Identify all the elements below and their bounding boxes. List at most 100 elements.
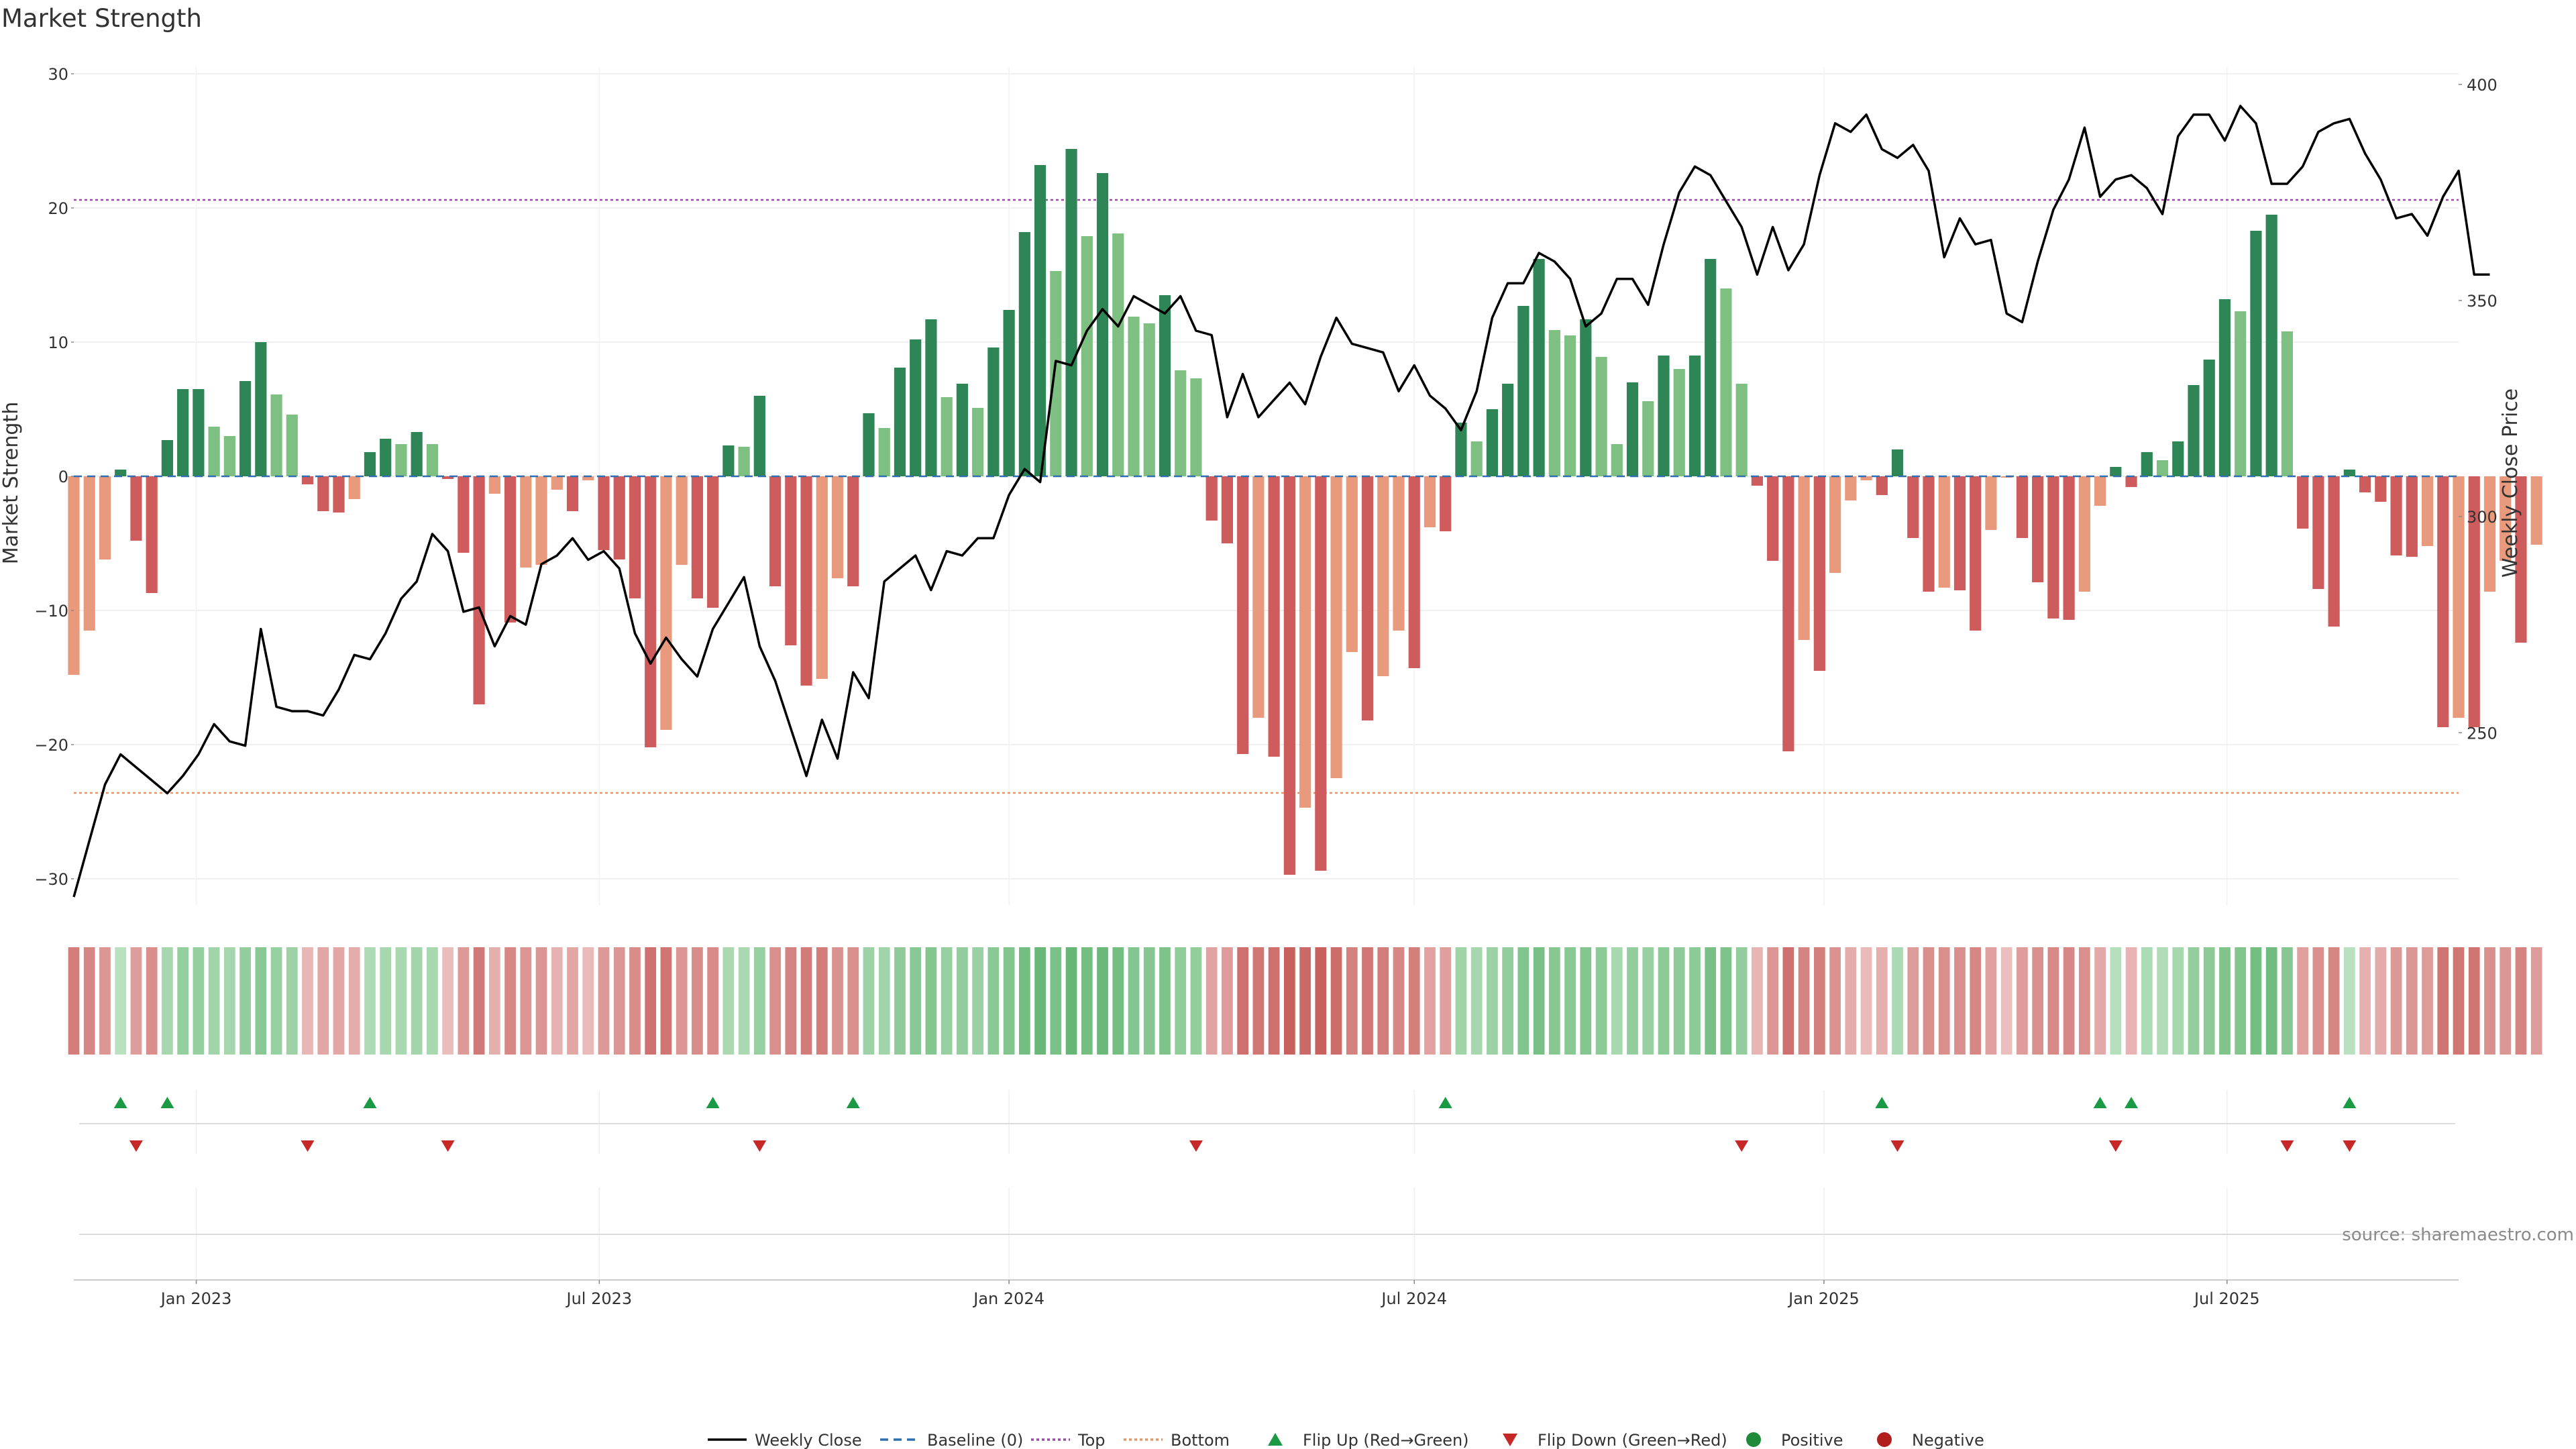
gridlines [74, 67, 2459, 906]
heat-cell [317, 947, 329, 1055]
strength-bar [1268, 476, 1280, 757]
strength-bar [894, 368, 906, 476]
heat-cell [1003, 947, 1015, 1055]
x-tick-label: Jan 2025 [1787, 1289, 1860, 1308]
legend-item: Baseline (0) [880, 1431, 1023, 1449]
heat-cell [1159, 947, 1171, 1055]
flip-down-marker [2343, 1140, 2357, 1152]
heat-cell [115, 947, 127, 1055]
strength-bar [645, 476, 657, 747]
heat-cell [1907, 947, 1919, 1055]
flip-down-marker [753, 1140, 767, 1152]
strength-bar [613, 476, 625, 559]
legend-item: Flip Up (Red→Green) [1268, 1431, 1469, 1449]
heat-cell [1767, 947, 1779, 1055]
strength-bar [2172, 441, 2184, 476]
strength-bar [941, 397, 953, 476]
strength-bar [2063, 476, 2075, 620]
heat-cell [2328, 947, 2340, 1055]
heat-cell [1222, 947, 1233, 1055]
strength-bar [2250, 231, 2262, 476]
legend-item: Negative [1877, 1431, 1984, 1449]
strength-bar [878, 428, 890, 476]
heat-cell [567, 947, 578, 1055]
heat-cell [1299, 947, 1311, 1055]
heat-cell [364, 947, 376, 1055]
strength-bar [1860, 476, 1872, 480]
heat-cell [1627, 947, 1638, 1055]
strength-bar [551, 476, 563, 490]
heat-cell [1673, 947, 1685, 1055]
heat-cell [847, 947, 859, 1055]
heat-cell [1205, 947, 1218, 1055]
heat-cell [488, 947, 500, 1055]
strength-bar [1533, 259, 1545, 476]
heat-cell [1813, 947, 1825, 1055]
strength-bar [177, 389, 189, 476]
strength-bar [1486, 409, 1499, 476]
strength-bar [1970, 476, 1982, 631]
strength-bar [1658, 356, 1670, 476]
strength-bar [785, 476, 797, 645]
heat-cell [1424, 947, 1436, 1055]
strength-bar [753, 396, 765, 476]
strength-bar [1735, 384, 1748, 476]
strength-bar [598, 476, 610, 550]
strength-bar [364, 452, 376, 476]
strength-bar [1393, 476, 1405, 631]
strength-bar [1205, 476, 1218, 521]
flip-up-marker [113, 1097, 127, 1108]
strength-bar [738, 447, 750, 476]
heat-cell [1128, 947, 1140, 1055]
strength-bar [2297, 476, 2309, 529]
heat-cell [910, 947, 922, 1055]
flip-up-marker [1438, 1097, 1452, 1108]
heat-cell [1782, 947, 1794, 1055]
heat-cell [645, 947, 657, 1055]
strength-bar [1440, 476, 1452, 531]
strength-bar [208, 427, 220, 476]
strength-bar [2203, 360, 2215, 476]
strength-bar [1175, 370, 1187, 476]
heat-cell [2017, 947, 2028, 1055]
weekly-close-line [72, 105, 2490, 898]
heat-cell [411, 947, 423, 1055]
heat-cell [83, 947, 95, 1055]
heat-cell [598, 947, 610, 1055]
strength-bar [1346, 476, 1358, 652]
strength-bar [1673, 369, 1685, 476]
strength-bar [2218, 299, 2231, 476]
heat-cell [1860, 947, 1872, 1055]
strength-bar [956, 384, 969, 476]
strength-bar [1891, 449, 1904, 476]
strength-bar [1143, 323, 1155, 476]
strength-bar [2078, 476, 2090, 592]
heat-cell [1829, 947, 1841, 1055]
heat-cell [2515, 947, 2527, 1055]
y-tick-label: 10 [48, 333, 68, 352]
strength-bar [2032, 476, 2044, 582]
strength-bar [1018, 232, 1030, 476]
heat-cell [1954, 947, 1966, 1055]
heat-cell [2235, 947, 2247, 1055]
heat-cell [1876, 947, 1888, 1055]
heat-cell [2422, 947, 2433, 1055]
bottom-panel [79, 1187, 2455, 1280]
legend-label: Negative [1912, 1431, 1984, 1449]
heat-cell [1112, 947, 1124, 1055]
heat-cell [1517, 947, 1529, 1055]
strength-bar [333, 476, 345, 513]
strength-bar [1548, 330, 1560, 476]
strength-bar [395, 444, 407, 476]
heat-cell [255, 947, 267, 1055]
heat-cell [2453, 947, 2465, 1055]
strength-bar [504, 476, 517, 623]
heat-cell [504, 947, 516, 1055]
right-axis-ticks: 400 350 300 250 [2459, 76, 2498, 743]
strength-bar [1424, 476, 1436, 527]
strength-bar [1829, 476, 1841, 573]
heat-cell [2390, 947, 2402, 1055]
heat-cell [2203, 947, 2215, 1055]
heat-cell [925, 947, 937, 1055]
